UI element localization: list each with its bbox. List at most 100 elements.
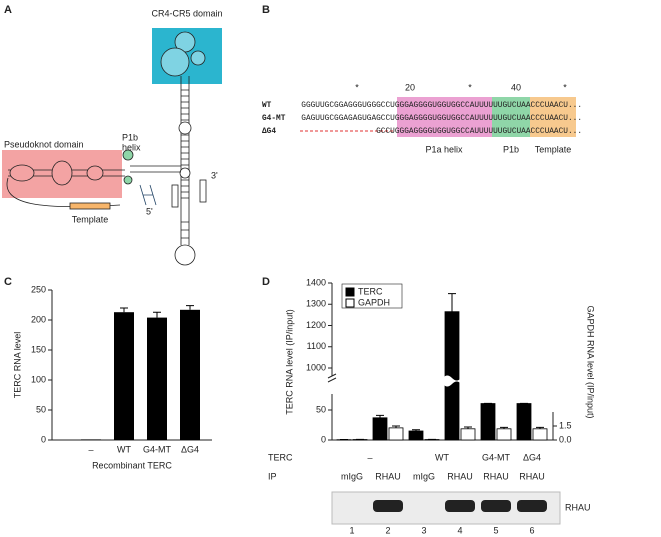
y-tick-label: 100 bbox=[31, 374, 46, 384]
error-bar bbox=[448, 293, 456, 312]
legend-swatch bbox=[345, 298, 355, 308]
sequence: GCCUGGGAGGGGUGGUGGCCAUUUUUUGUCUAACCCUAAC… bbox=[376, 128, 582, 136]
position-marker: * bbox=[563, 82, 567, 92]
lane-number: 6 bbox=[529, 525, 534, 535]
tick-label: 1100 bbox=[307, 341, 326, 351]
tick-label: 0.0 bbox=[559, 434, 572, 444]
lane-number: 2 bbox=[385, 525, 390, 535]
ip-label: RHAU bbox=[375, 471, 401, 481]
error-bar bbox=[120, 307, 128, 313]
bar bbox=[496, 428, 512, 441]
p1a-highlight bbox=[397, 97, 492, 137]
legend-label: TERC bbox=[358, 286, 383, 296]
bar-break bbox=[443, 375, 461, 387]
bar bbox=[372, 417, 388, 441]
legend-label: GAPDH bbox=[358, 297, 390, 307]
end-label: 5' bbox=[146, 206, 153, 216]
bar bbox=[444, 311, 460, 441]
ip-label: RHAU bbox=[519, 471, 545, 481]
y2-axis-label: GAPDH RNA level (IP/input) bbox=[586, 305, 596, 418]
x-tick-label: ΔG4 bbox=[181, 444, 199, 454]
template-label: Template bbox=[72, 214, 109, 224]
ip-label: mIgG bbox=[341, 471, 363, 481]
row-name: WT bbox=[262, 102, 272, 110]
bar bbox=[180, 309, 200, 440]
bar bbox=[114, 312, 134, 440]
y-tick-label: 200 bbox=[31, 314, 46, 324]
bar bbox=[516, 403, 532, 441]
row-label: IP bbox=[268, 471, 277, 481]
rna-diagram bbox=[2, 28, 222, 266]
panel-label: A bbox=[4, 4, 12, 16]
y-tick-label: 150 bbox=[31, 344, 46, 354]
ip-label: RHAU bbox=[447, 471, 473, 481]
terc-label: WT bbox=[435, 452, 449, 462]
lane-number: 1 bbox=[349, 525, 354, 535]
tick-label: 1200 bbox=[306, 320, 326, 330]
domain-label: CR4-CR5 domain bbox=[151, 8, 222, 18]
sequence: GAGUUGCGGAGAGUGAGCCUGGGAGGGGUGGUGGCCAUUU… bbox=[301, 115, 582, 123]
row-name: G4-MT bbox=[262, 115, 286, 123]
legend-box bbox=[341, 283, 403, 309]
position-marker: 40 bbox=[511, 82, 521, 92]
bar bbox=[408, 430, 424, 441]
gel-band bbox=[481, 500, 511, 512]
error-bar bbox=[153, 311, 161, 318]
template-highlight bbox=[530, 97, 576, 137]
tick-label: 1000 bbox=[306, 362, 326, 372]
tick-label: 50 bbox=[316, 404, 326, 414]
helix-label: helix bbox=[122, 142, 141, 152]
sequence: GGGUUGCGGAGGGUGGGCCUGGGAGGGGUGGUGGCCAUUU… bbox=[301, 102, 582, 110]
bar bbox=[480, 403, 496, 441]
ip-label: mIgG bbox=[413, 471, 435, 481]
bar bbox=[388, 427, 404, 441]
y-tick-label: 0 bbox=[41, 434, 46, 444]
chart-d: 050100011001200130014000.01.5TERCGAPDHTE… bbox=[268, 277, 596, 535]
x-axis-label: Recombinant TERC bbox=[92, 460, 172, 470]
position-marker: * bbox=[468, 82, 472, 92]
region-label: P1a helix bbox=[425, 144, 463, 154]
chart-c: 0 50 100 150 200 250 – WT G4-MT ΔG4 Recombinant TE… bbox=[12, 284, 212, 470]
bar bbox=[532, 428, 548, 441]
gel-band bbox=[373, 500, 403, 512]
region-label: P1b bbox=[503, 144, 519, 154]
terc-label: G4-MT bbox=[482, 452, 511, 462]
y-axis-label: TERC RNA level (IP/input) bbox=[284, 309, 294, 415]
panel-label: C bbox=[4, 276, 12, 288]
position-marker: 20 bbox=[405, 82, 415, 92]
x-tick-label: G4-MT bbox=[143, 444, 172, 454]
y-tick-label: 50 bbox=[36, 404, 46, 414]
tick-label: 1.5 bbox=[559, 420, 572, 430]
end-label: 3' bbox=[211, 170, 218, 180]
alignment: * 20 * 40 * WT GGGUUGCGGAGGGUGGGCCUGGGAGGGGUGG… bbox=[262, 82, 582, 154]
tick-label: 0 bbox=[321, 434, 326, 444]
lane-number: 3 bbox=[421, 525, 426, 535]
x-tick-label: WT bbox=[117, 444, 131, 454]
helix-label: P1b bbox=[122, 132, 138, 142]
region-label: Template bbox=[535, 144, 572, 154]
panel-label: D bbox=[262, 276, 270, 288]
tick-label: 1300 bbox=[306, 299, 326, 309]
terc-label: ΔG4 bbox=[523, 452, 541, 462]
ip-label: RHAU bbox=[483, 471, 509, 481]
axis-break bbox=[327, 373, 337, 383]
y-tick-label: 250 bbox=[31, 284, 46, 294]
panel-label: B bbox=[262, 4, 270, 16]
gel-band bbox=[517, 500, 547, 512]
gel-band bbox=[445, 500, 475, 512]
lane-number: 5 bbox=[493, 525, 498, 535]
error-bar bbox=[186, 305, 194, 310]
gel-label: RHAU bbox=[565, 502, 591, 512]
bar bbox=[81, 439, 101, 440]
row-name: ΔG4 bbox=[262, 128, 276, 136]
bar bbox=[460, 428, 476, 441]
domain-label: Pseudoknot domain bbox=[4, 139, 84, 149]
row-label: TERC bbox=[268, 452, 293, 462]
p1b-highlight bbox=[492, 97, 530, 137]
position-marker: * bbox=[355, 82, 359, 92]
terc-label: – bbox=[367, 452, 372, 462]
legend-swatch bbox=[345, 287, 355, 297]
y-axis-label: TERC RNA level bbox=[12, 332, 22, 399]
tick-label: 1400 bbox=[306, 277, 326, 287]
